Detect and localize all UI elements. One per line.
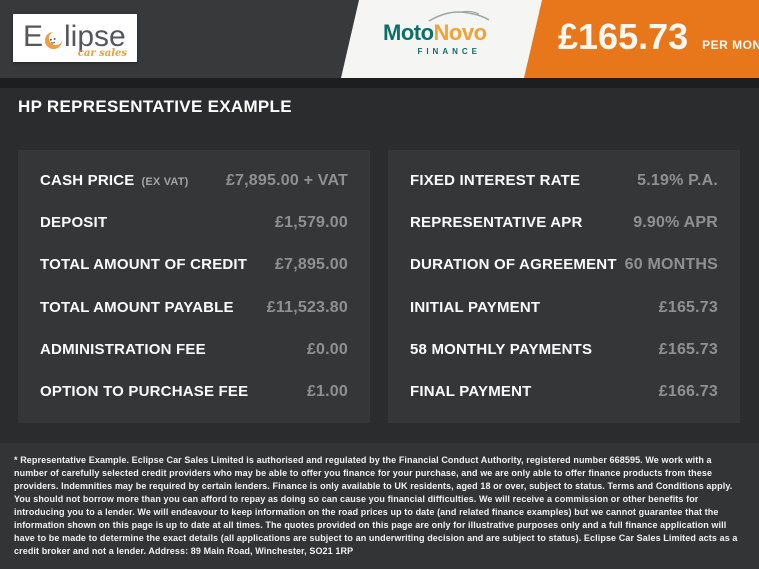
row-value: £165.73 (658, 340, 718, 358)
finance-panel-left: CASH PRICE (EX VAT) £7,895.00 + VAT DEPOS… (18, 150, 370, 423)
row-label: INITIAL PAYMENT (410, 298, 541, 316)
row-value: 9.90% APR (633, 214, 718, 232)
row-label: TOTAL AMOUNT PAYABLE (40, 298, 234, 316)
row-label: ADMINISTRATION FEE (40, 340, 206, 358)
row-value: £1,579.00 (275, 214, 348, 232)
monthly-price-period: PER MONTH* (702, 38, 759, 52)
table-row: ADMINISTRATION FEE £0.00 (40, 341, 348, 359)
row-label: FIXED INTEREST RATE (410, 172, 581, 190)
monthly-price-banner: £165.73 PER MONTH* (558, 16, 759, 58)
disclaimer-text: * Representative Example. Eclipse Car Sa… (14, 455, 738, 556)
monthly-price-amount: £165.73 (558, 16, 689, 57)
crescent-moon-icon (44, 24, 63, 58)
header-bar: E lipse car sales (0, 0, 759, 78)
table-row: DURATION OF AGREEMENT 60 MONTHS (410, 256, 718, 274)
row-label-text: CASH PRICE (40, 172, 135, 190)
table-row: OPTION TO PURCHASE FEE £1.00 (40, 383, 348, 401)
row-value: £166.73 (658, 382, 718, 400)
table-row: REPRESENTATIVE APR 9.90% APR (410, 214, 718, 232)
header-divider (0, 78, 759, 88)
dealer-logo-wordmark: E lipse (23, 16, 126, 58)
row-value: 60 MONTHS (624, 256, 718, 274)
row-label: FINAL PAYMENT (410, 382, 532, 400)
table-row: DEPOSIT £1,579.00 (40, 214, 348, 232)
row-value: £0.00 (306, 340, 348, 358)
row-label: DEPOSIT (40, 214, 108, 232)
finance-logo-part1: Moto (383, 20, 434, 45)
row-value: £7,895.00 + VAT (225, 172, 348, 190)
table-row: CASH PRICE (EX VAT) £7,895.00 + VAT (40, 172, 348, 190)
finance-logo-part2: Novo (433, 20, 488, 45)
dealer-logo-text-prefix: E (23, 20, 44, 53)
row-note: (EX VAT) (141, 176, 189, 189)
table-row: INITIAL PAYMENT £165.73 (410, 299, 718, 317)
dealer-logo-text-suffix: lipse (64, 20, 126, 53)
car-swoosh-icon (427, 8, 491, 29)
row-label: DURATION OF AGREEMENT (410, 256, 617, 274)
footer: * Representative Example. Eclipse Car Sa… (0, 443, 759, 569)
row-label: CASH PRICE (EX VAT) (40, 172, 189, 189)
finance-logo-wordmark: MotoNovo (383, 20, 487, 46)
table-row: 58 MONTHLY PAYMENTS £165.73 (410, 341, 718, 359)
row-value: £7,895.00 (275, 256, 348, 274)
table-row: TOTAL AMOUNT OF CREDIT £7,895.00 (40, 256, 348, 274)
row-label: REPRESENTATIVE APR (410, 214, 583, 232)
row-label: OPTION TO PURCHASE FEE (40, 382, 249, 400)
dealer-logo: E lipse car sales (13, 14, 137, 62)
row-value: 5.19% P.A. (637, 172, 718, 190)
table-row: FINAL PAYMENT £166.73 (410, 383, 718, 401)
finance-logo: MotoNovo FINANCE (383, 10, 490, 56)
table-row: TOTAL AMOUNT PAYABLE £11,523.80 (40, 299, 348, 317)
row-label: 58 MONTHLY PAYMENTS (410, 340, 593, 358)
table-row: FIXED INTEREST RATE 5.19% P.A. (410, 172, 718, 190)
row-value: £1.00 (306, 382, 348, 400)
page-title: HP REPRESENTATIVE EXAMPLE (18, 97, 292, 116)
dealer-logo-tagline: car sales (77, 48, 127, 59)
row-label: TOTAL AMOUNT OF CREDIT (40, 256, 248, 274)
row-value: £165.73 (658, 298, 718, 316)
finance-panel-right: FIXED INTEREST RATE 5.19% P.A. REPRESENT… (388, 150, 740, 423)
row-value: £11,523.80 (266, 298, 348, 316)
finance-logo-subtext: FINANCE (417, 47, 481, 56)
